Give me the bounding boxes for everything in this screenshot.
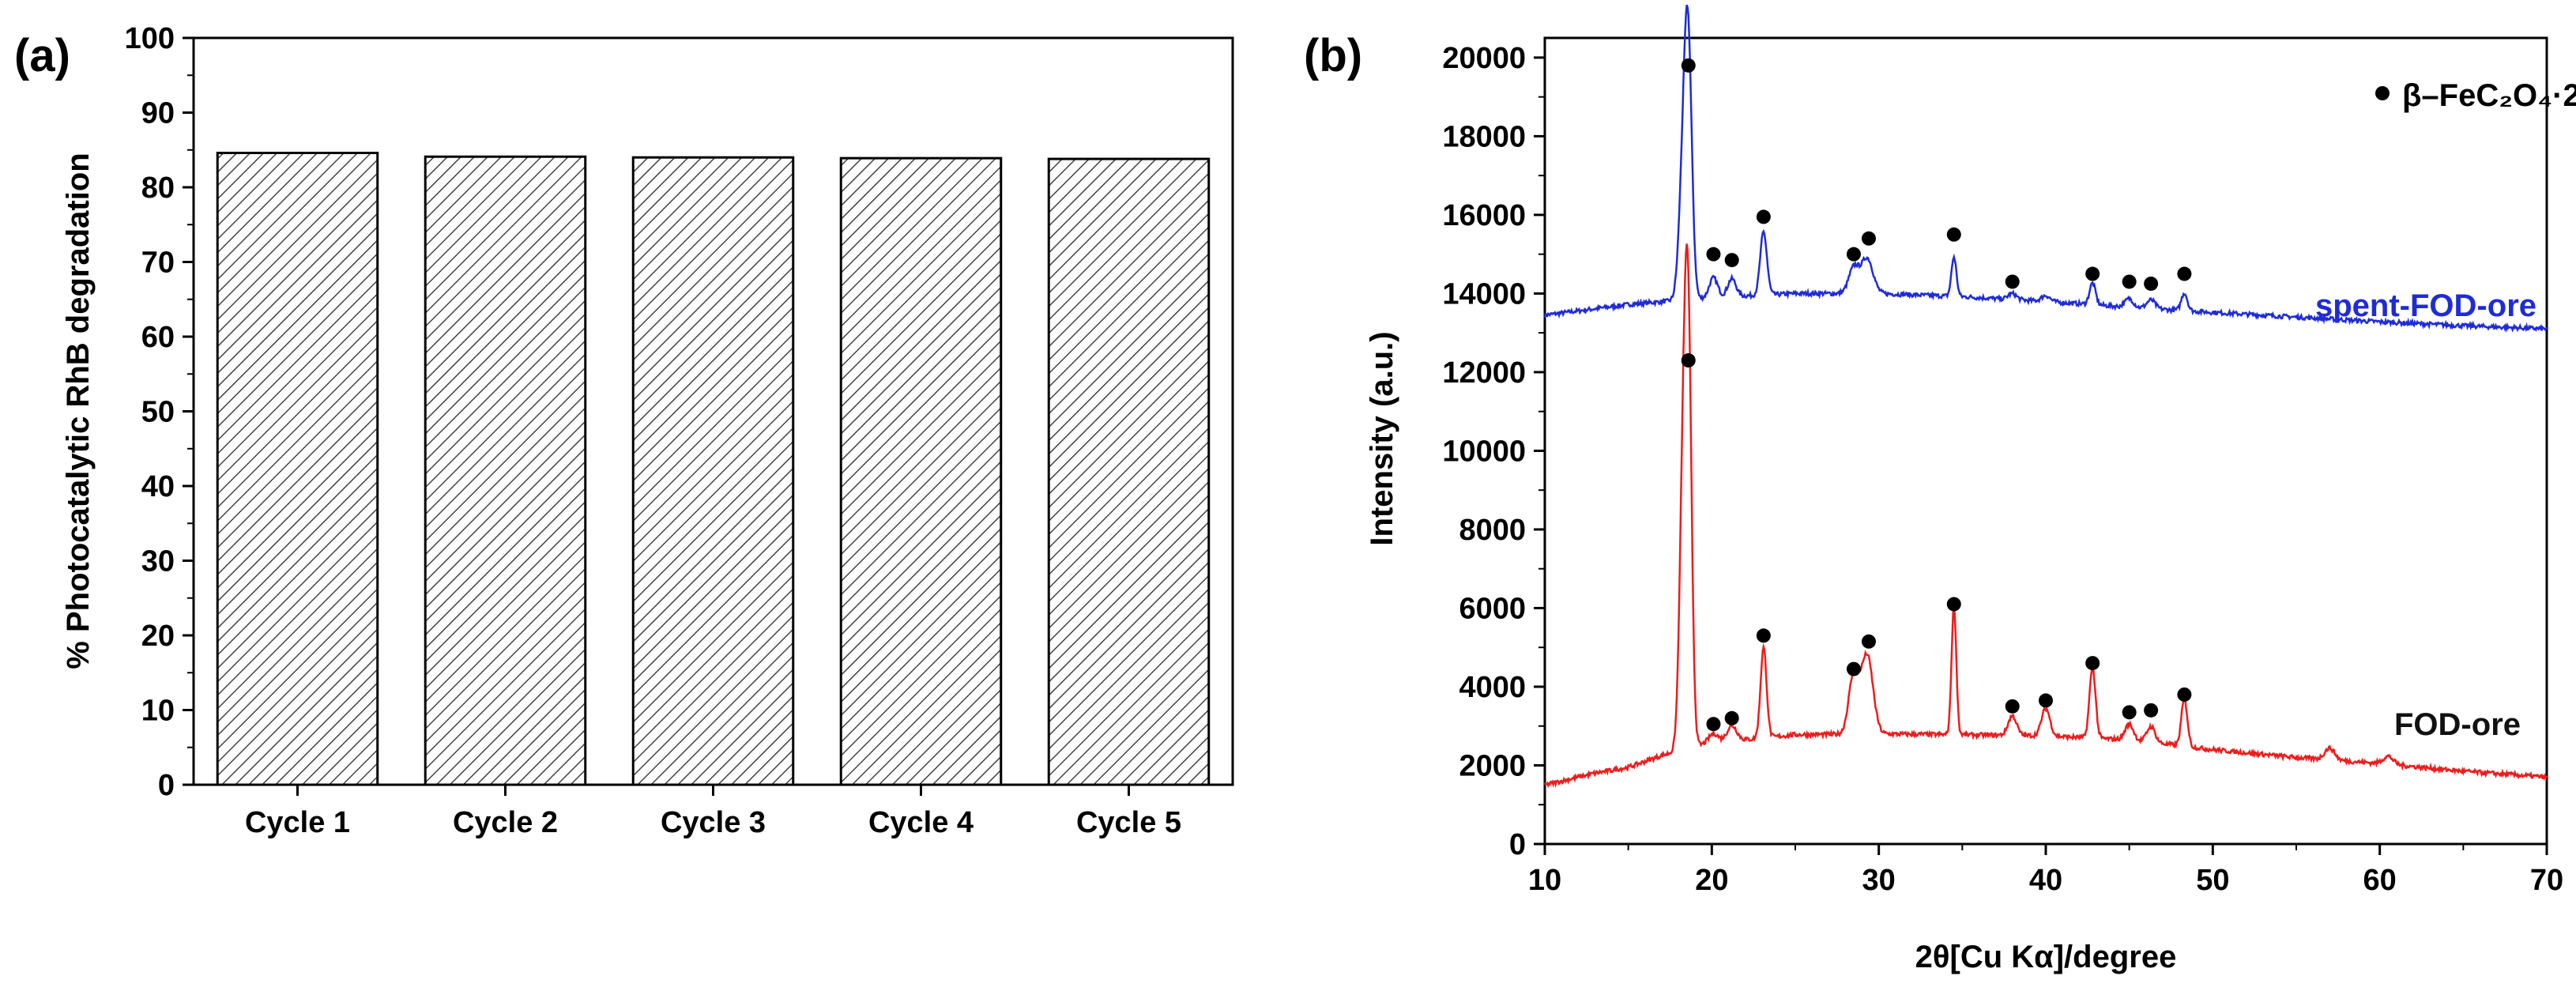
peak-marker (2177, 266, 2192, 281)
peak-marker (1846, 247, 1861, 262)
y-tick-label: 16000 (1442, 199, 1526, 232)
legend-marker-icon (2375, 86, 2390, 100)
y-tick-label: 20 (141, 620, 175, 653)
peak-marker (1946, 597, 1961, 612)
y-tick-label: 70 (141, 247, 175, 280)
panel-b-x-axis-title: 2θ[Cu Kα]/degree (1915, 940, 2177, 974)
bar-1 (216, 152, 379, 786)
peak-marker (2177, 687, 2192, 702)
y-tick-label: 0 (158, 769, 175, 802)
y-tick-label: 100 (125, 22, 175, 55)
x-tick-label: 40 (2029, 864, 2062, 897)
x-tick-label: 60 (2363, 864, 2397, 897)
legend-label: β–FeC₂O₄·2H₂O (2402, 78, 2576, 113)
peak-marker (1681, 58, 1696, 73)
series-line-spent-fod-ore (1543, 4, 2548, 333)
y-tick-label: 18000 (1442, 120, 1526, 153)
panel-b-label: (b) (1304, 30, 1362, 81)
peak-marker (1756, 209, 1771, 224)
y-tick-label: 4000 (1459, 671, 1526, 704)
y-tick-label: 10000 (1442, 435, 1526, 468)
y-tick-label: 12000 (1442, 356, 1526, 390)
y-tick-label: 20000 (1442, 42, 1526, 75)
peak-marker (2144, 703, 2159, 718)
series-label-fod-ore: FOD-ore (2394, 707, 2521, 742)
peak-marker (1756, 628, 1771, 643)
panel-a-y-axis-title: % Photocatalytic RhB degradation (61, 153, 96, 669)
peak-marker (2005, 699, 2020, 714)
peak-marker (1861, 231, 1876, 246)
y-tick-label: 0 (1509, 828, 1526, 861)
bar-4 (839, 156, 1003, 786)
peak-marker (1846, 661, 1861, 676)
x-tick-label: 10 (1528, 864, 1561, 897)
peak-marker (2085, 266, 2100, 281)
panel-a-label: (a) (14, 30, 70, 81)
y-tick-label: 14000 (1442, 277, 1526, 311)
peak-marker (2039, 693, 2053, 708)
bar-3 (631, 156, 795, 786)
panel-a-bar-chart: (a) 0 10 20 30 40 50 60 70 80 90 100 Cycle 1 Cycle … (14, 22, 1234, 839)
x-tick-label: Cycle 2 (453, 806, 558, 839)
bar-5 (1047, 157, 1211, 786)
peak-marker (2085, 656, 2100, 671)
x-tick-label: 20 (1695, 864, 1728, 897)
x-tick-label: 30 (1862, 864, 1896, 897)
panel-b-y-axis-title: Intensity (a.u.) (1365, 331, 1399, 545)
peak-marker (2005, 274, 2020, 289)
y-tick-label: 8000 (1459, 514, 1526, 547)
peak-marker (1706, 717, 1721, 732)
y-tick-label: 80 (141, 171, 175, 205)
y-tick-label: 50 (141, 396, 175, 429)
peak-marker (1861, 634, 1876, 649)
y-tick-label: 6000 (1459, 592, 1526, 625)
y-tick-label: 30 (141, 545, 175, 578)
panel-b-line-chart: (b) 0 2000 4000 6000 8000 10000 12000 14000 1600… (1304, 4, 2576, 974)
series-line-fod-ore (1543, 243, 2548, 789)
peak-marker (2144, 276, 2159, 291)
y-tick-label: 10 (141, 695, 175, 728)
peak-marker (1681, 353, 1696, 367)
x-tick-label: Cycle 3 (661, 806, 766, 839)
peak-marker (1724, 253, 1739, 268)
x-tick-label: 70 (2530, 864, 2563, 897)
peak-marker (1946, 227, 1961, 242)
x-tick-label: Cycle 4 (868, 806, 974, 839)
y-tick-label: 2000 (1459, 749, 1526, 782)
bar-2 (424, 155, 587, 786)
peak-marker (2122, 705, 2137, 720)
y-tick-label: 90 (141, 97, 175, 130)
peak-marker (1706, 247, 1721, 262)
peak-marker (1724, 710, 1739, 725)
series-label-spent-fod-ore: spent-FOD-ore (2315, 288, 2536, 323)
x-tick-label: 50 (2196, 864, 2229, 897)
y-tick-label: 40 (141, 470, 175, 503)
x-tick-label: Cycle 5 (1076, 806, 1181, 839)
x-tick-label: Cycle 1 (245, 806, 350, 839)
peak-marker (2122, 274, 2137, 289)
y-tick-label: 60 (141, 321, 175, 354)
